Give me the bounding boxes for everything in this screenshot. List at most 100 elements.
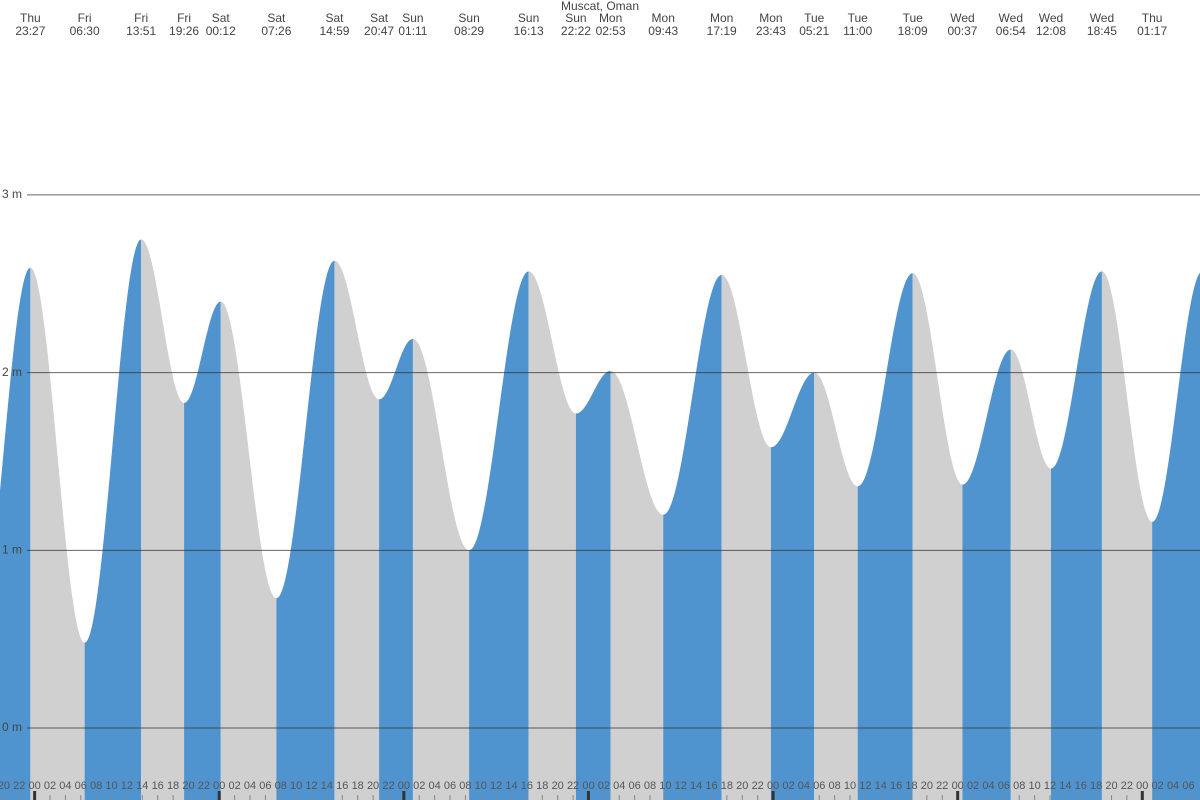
extreme-day: Tue	[848, 11, 869, 25]
x-tick-label: 18	[721, 780, 733, 792]
x-tick-label: 16	[152, 780, 164, 792]
x-tick-label: 20	[182, 780, 194, 792]
y-tick-label: 3 m	[2, 187, 22, 201]
extreme-time: 00:37	[947, 24, 977, 38]
x-tick-label: 22	[382, 780, 394, 792]
extreme-day: Sun	[402, 11, 423, 25]
extreme-day: Sun	[518, 11, 539, 25]
extreme-day: Mon	[710, 11, 733, 25]
x-tick-label: 20	[736, 780, 748, 792]
tide-area	[1010, 349, 1051, 800]
extreme-time: 11:00	[843, 24, 872, 38]
extreme-time: 23:27	[15, 24, 45, 38]
tide-area	[663, 274, 722, 800]
tide-area	[528, 271, 576, 800]
x-tick-label: 00	[767, 780, 779, 792]
tide-area	[334, 260, 380, 800]
x-tick-label: 08	[275, 780, 287, 792]
x-tick-label: 00	[1136, 780, 1148, 792]
tide-area	[912, 273, 963, 800]
x-tick-label: 20	[0, 780, 10, 792]
extreme-day: Mon	[652, 11, 675, 25]
x-tick-label: 16	[705, 780, 717, 792]
extreme-day: Fri	[134, 11, 148, 25]
x-tick-label: 06	[998, 780, 1010, 792]
extreme-day: Sat	[325, 11, 344, 25]
x-tick-label: 18	[905, 780, 917, 792]
x-tick-label: 02	[413, 780, 425, 792]
x-tick-label: 12	[1044, 780, 1056, 792]
extreme-day: Thu	[20, 11, 41, 25]
extreme-time: 06:54	[996, 24, 1026, 38]
tide-area	[770, 372, 815, 800]
x-tick-label: 22	[13, 780, 25, 792]
labels: Thu23:27Fri06:30Fri13:51Fri19:26Sat00:12…	[0, 11, 1195, 792]
extreme-time: 08:29	[454, 24, 484, 38]
tide-area	[30, 267, 85, 800]
tide-area	[1101, 271, 1153, 800]
x-tick-label: 22	[198, 780, 210, 792]
x-tick-label: 18	[1090, 780, 1102, 792]
extreme-day: Mon	[759, 11, 782, 25]
extreme-time: 12:08	[1036, 24, 1066, 38]
tide-area	[379, 338, 413, 800]
x-tick-label: 06	[813, 780, 825, 792]
extreme-day: Fri	[78, 11, 92, 25]
x-tick-label: 12	[305, 780, 317, 792]
y-tick-label: 1 m	[2, 543, 22, 557]
x-tick-label: 20	[1105, 780, 1117, 792]
x-tick-label: 02	[598, 780, 610, 792]
y-tick-label: 0 m	[2, 720, 22, 734]
x-tick-label: 14	[690, 780, 702, 792]
x-tick-label: 02	[782, 780, 794, 792]
extreme-time: 07:26	[261, 24, 291, 38]
extreme-time: 18:45	[1087, 24, 1117, 38]
x-tick-label: 04	[982, 780, 994, 792]
extreme-day: Mon	[599, 11, 622, 25]
x-tick-label: 08	[828, 780, 840, 792]
extreme-time: 20:47	[364, 24, 394, 38]
extreme-time: 01:17	[1137, 24, 1167, 38]
x-tick-label: 06	[259, 780, 271, 792]
extreme-day: Wed	[1090, 11, 1114, 25]
x-tick-label: 06	[1182, 780, 1194, 792]
grid	[3, 194, 1200, 800]
x-tick-label: 12	[121, 780, 133, 792]
x-tick-label: 10	[1028, 780, 1040, 792]
x-tick-label: 22	[567, 780, 579, 792]
x-tick-label: 10	[659, 780, 671, 792]
tide-area	[469, 271, 529, 800]
x-tick-label: 16	[336, 780, 348, 792]
extreme-time: 23:43	[756, 24, 786, 38]
x-tick-label: 04	[1167, 780, 1179, 792]
x-tick-label: 12	[859, 780, 871, 792]
x-tick-label: 08	[644, 780, 656, 792]
tide-area	[575, 370, 611, 800]
x-tick-label: 12	[490, 780, 502, 792]
extreme-day: Sat	[370, 11, 389, 25]
extreme-day: Sun	[565, 11, 586, 25]
extreme-time: 00:12	[206, 24, 236, 38]
tide-area	[412, 338, 470, 800]
x-tick-label: 06	[75, 780, 87, 792]
extreme-time: 02:53	[596, 24, 626, 38]
x-tick-label: 02	[44, 780, 56, 792]
x-tick-label: 16	[890, 780, 902, 792]
extreme-time: 09:43	[648, 24, 678, 38]
extreme-time: 16:13	[514, 24, 544, 38]
x-tick-label: 14	[321, 780, 333, 792]
chart-title: Muscat, Oman	[561, 0, 639, 13]
x-tick-label: 10	[475, 780, 487, 792]
x-tick-label: 00	[213, 780, 225, 792]
x-tick-label: 04	[798, 780, 810, 792]
tide-area	[721, 274, 771, 800]
tide-area	[962, 349, 1011, 800]
extreme-day: Wed	[950, 11, 974, 25]
x-tick-label: 14	[1059, 780, 1071, 792]
x-tick-label: 00	[582, 780, 594, 792]
x-tick-label: 14	[136, 780, 148, 792]
extreme-day: Tue	[903, 11, 924, 25]
x-tick-label: 10	[290, 780, 302, 792]
x-tick-label: 20	[367, 780, 379, 792]
tide-area	[1152, 272, 1200, 800]
